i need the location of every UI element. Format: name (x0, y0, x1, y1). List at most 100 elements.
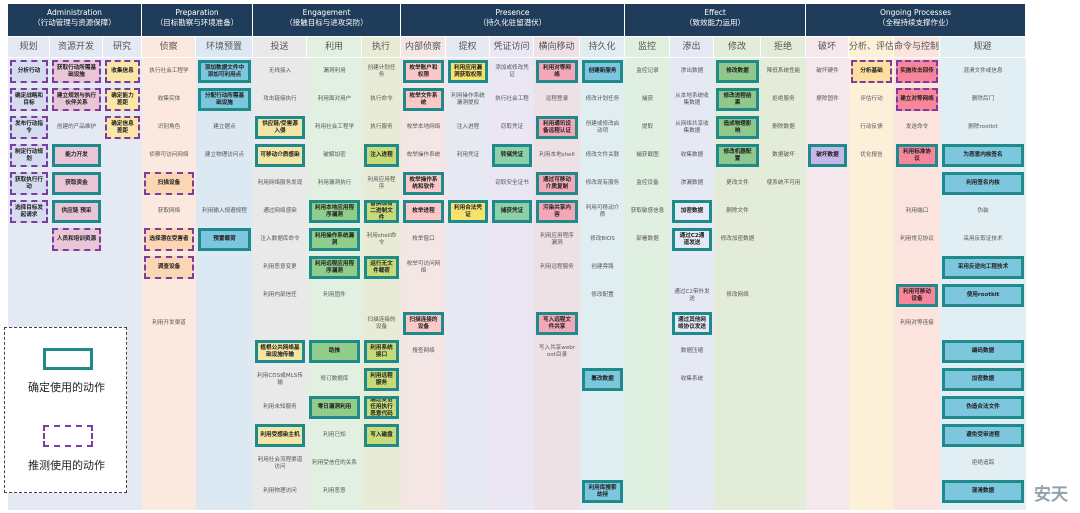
legend-inferred-label: 推测使用的动作 (28, 459, 105, 472)
technique-cell: 利用应用程序 (367, 176, 396, 190)
technique-cell: 收集信息 (105, 60, 140, 83)
technique-cell: 利用库搜索劫持 (582, 480, 623, 503)
tactic-header: 资源开发 (50, 37, 103, 57)
technique-cell: 获取行动所需基础设施 (52, 60, 101, 83)
technique-cell: 污染共享内容 (536, 200, 578, 223)
tactic-header: 利用 (307, 37, 362, 57)
technique-cell: 删除文件 (726, 208, 749, 214)
technique-cell: 确定战略和目标 (10, 88, 48, 111)
technique-cell: 使用rootkit (942, 284, 1024, 307)
technique-cell: 利用操作系统漏洞提权 (451, 92, 485, 106)
technique-cell: 实施攻击回传 (896, 60, 938, 83)
technique-cell: 运行无文件载荷 (364, 256, 399, 279)
technique-cell: 分析行动 (10, 60, 48, 83)
technique-cell: 无线接入 (268, 68, 292, 74)
phase-subtitle: （行动管理与资源保障） (33, 18, 116, 27)
technique-cell: 写入远程文件共享 (536, 312, 578, 335)
phase-name: Presence (495, 8, 530, 17)
technique-cell: 利用漏洞执行 (317, 180, 352, 186)
technique-cell: 枚举操作系统 (406, 152, 441, 158)
technique-cell: 确定能力差距 (105, 88, 140, 111)
technique-cell: 搜查网络 (412, 348, 435, 354)
phase-header: Presence （持久化驻留潜伏） (401, 4, 625, 36)
technique-cell: 利用远程服务 (364, 368, 399, 391)
technique-cell: 攻击链接执行 (263, 96, 297, 102)
technique-cell: 修改数据 (716, 60, 759, 83)
technique-cell: 窃取凭证 (500, 124, 524, 130)
technique-cell: 收集系统 (680, 376, 704, 382)
tactic-header: 渗出 (670, 37, 714, 57)
technique-cell: 枚举操作系统和软件 (403, 172, 444, 195)
technique-cell: 更改文件 (726, 180, 749, 186)
technique-cell: 发送命令 (905, 124, 929, 130)
technique-cell: 伪装 (977, 208, 989, 214)
technique-cell: 利用端口 (905, 208, 929, 214)
tactic-header: 横向移动 (534, 37, 580, 57)
technique-cell: 获取资金 (52, 172, 101, 195)
technique-cell: 制定行动规划 (10, 144, 48, 167)
technique-cell: 通过其他网络协议发送 (672, 312, 712, 335)
technique-cell: 添加或修改凭证 (495, 64, 529, 78)
technique-cell: 修改文件关联 (585, 152, 620, 158)
technique-cell: 可移动介质感染 (255, 144, 305, 167)
technique-cell: 删除rootkit (968, 124, 998, 130)
technique-cell: 创建的产品维护 (56, 124, 97, 130)
technique-cell: 利用可移动介质 (585, 204, 620, 218)
tactic-column (761, 58, 806, 510)
technique-cell: 监控设备 (636, 180, 659, 186)
technique-cell: 利用远程应用程序漏洞 (309, 256, 360, 279)
phase-header: Ongoing Processes （全程持续支撑作业） (806, 4, 1026, 36)
technique-cell: 利用内部信任 (263, 292, 297, 298)
technique-cell: 造成物理影响 (716, 116, 759, 139)
technique-cell: 零日漏洞利用 (309, 396, 360, 419)
technique-cell: 加密数据 (672, 200, 712, 223)
technique-cell: 删除数据 (772, 124, 795, 130)
technique-cell: 利用系统接口 (364, 340, 399, 363)
technique-cell: 确定信息差距 (105, 116, 140, 139)
technique-cell: 利用本地应用程序漏洞 (309, 200, 360, 223)
technique-cell: 收集实体 (157, 96, 181, 102)
technique-cell: 利用可移动设备 (896, 284, 938, 307)
technique-cell: 发布行动指令 (10, 116, 48, 139)
technique-cell: 注入进程 (364, 144, 399, 167)
technique-cell: 为恶意内核签名 (942, 144, 1024, 167)
tactic-header: 拒绝 (761, 37, 806, 57)
technique-cell: 收集数据 (680, 152, 704, 158)
tactic-header: 侦察 (142, 37, 196, 57)
technique-cell: 破坏数据 (808, 144, 847, 167)
technique-cell: 利用受感染主机 (255, 424, 305, 447)
technique-cell: 通过可移动介质复制 (536, 172, 578, 195)
legend-inferred-swatch (43, 425, 93, 447)
technique-cell: 枚举本地网络 (406, 124, 441, 130)
technique-cell: 注入数据库命令 (260, 236, 300, 242)
technique-cell: 分配行动所需基础设施 (198, 88, 251, 111)
technique-cell: 利用shell命令 (366, 232, 397, 246)
technique-cell: 加密数据 (942, 368, 1024, 391)
technique-cell: 写入磁盘 (364, 424, 399, 447)
legend-confirmed-swatch (43, 348, 93, 370)
technique-cell: 利用恶意 (323, 488, 346, 494)
legend-confirmed-label: 确定使用的动作 (28, 381, 105, 394)
phase-header: Preparation （目标勘察与环境准备） (142, 4, 253, 36)
technique-cell: 执行社会工程学 (149, 68, 189, 74)
technique-cell: 修改网络 (726, 292, 749, 298)
tactic-column (307, 58, 362, 510)
tactic-header: 分析、评估、反馈 (849, 37, 894, 57)
technique-cell: 利用远程服务 (540, 264, 574, 270)
technique-cell: 捕获 (641, 96, 654, 102)
technique-cell: 获取网络 (157, 208, 181, 214)
technique-cell: 注入进程 (456, 124, 480, 130)
phase-header: Effect （致效能力运用） (625, 4, 806, 36)
technique-cell: 拒绝追踪 (971, 460, 995, 466)
technique-cell: 利用社会流程渠道访问 (257, 456, 303, 470)
tactic-column (670, 58, 714, 510)
technique-cell: 识别角色 (157, 124, 181, 130)
technique-cell: 利用应用程序漏洞 (540, 232, 574, 246)
phase-subtitle: （致效能力运用） (685, 18, 745, 27)
technique-cell: 利用通讯设备远程认证 (536, 116, 578, 139)
technique-cell: 从网络共享收集数据 (675, 120, 709, 134)
technique-cell: 通过受信任用执行恶意代码 (364, 396, 399, 419)
tactic-header: 投送 (253, 37, 307, 57)
technique-cell: 枚举进程 (403, 200, 444, 223)
phase-header: Engagement （接触目标与进攻突防） (253, 4, 401, 36)
